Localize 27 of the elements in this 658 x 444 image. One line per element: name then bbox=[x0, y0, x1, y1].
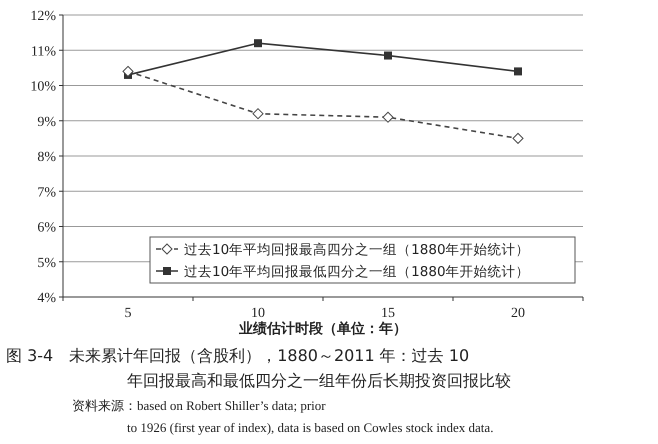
legend-label: 过去10年平均回报最高四分之一组（1880年开始统计） bbox=[184, 242, 530, 258]
x-axis-title: 业绩估计时段（单位：年） bbox=[238, 321, 407, 337]
point bbox=[514, 67, 522, 76]
text: 资料来源：based on Robert Shiller’s data; prior bbox=[72, 398, 326, 413]
legend-label: 过去10年平均回报最低四分之一组（1880年开始统计） bbox=[184, 264, 530, 280]
point bbox=[122, 66, 134, 77]
point bbox=[254, 39, 262, 48]
point bbox=[512, 132, 524, 144]
y-tick-label: 9% bbox=[37, 114, 56, 130]
y-tick-label: 7% bbox=[37, 185, 56, 200]
text: 年回报最高和最低四分之一组年份后长期投资回报比较 bbox=[127, 371, 511, 390]
point bbox=[382, 112, 394, 123]
text: to 1926 (first year of index), data is based on Cowles stock index data. bbox=[127, 420, 494, 435]
y-tick-label: 4% bbox=[37, 291, 56, 306]
y-tick-label: 8% bbox=[37, 150, 56, 165]
x-tick-label: 10 bbox=[251, 306, 265, 321]
y-tick-label: 5% bbox=[37, 256, 56, 271]
point bbox=[384, 52, 392, 60]
point bbox=[252, 108, 264, 120]
y-tick-label: 10% bbox=[30, 80, 56, 94]
caption: 图 3-4 未来累计年回报（含股利），1880～2011 年：过去 10 bbox=[6, 346, 470, 365]
x-tick-label: 5 bbox=[124, 306, 132, 321]
y-tick-label: 12% bbox=[30, 9, 56, 24]
x-tick-label: 20 bbox=[511, 306, 525, 321]
y-tick-label: 6% bbox=[37, 220, 56, 236]
y-tick-label: 11% bbox=[30, 44, 56, 60]
x-tick-label: 15 bbox=[381, 306, 395, 321]
